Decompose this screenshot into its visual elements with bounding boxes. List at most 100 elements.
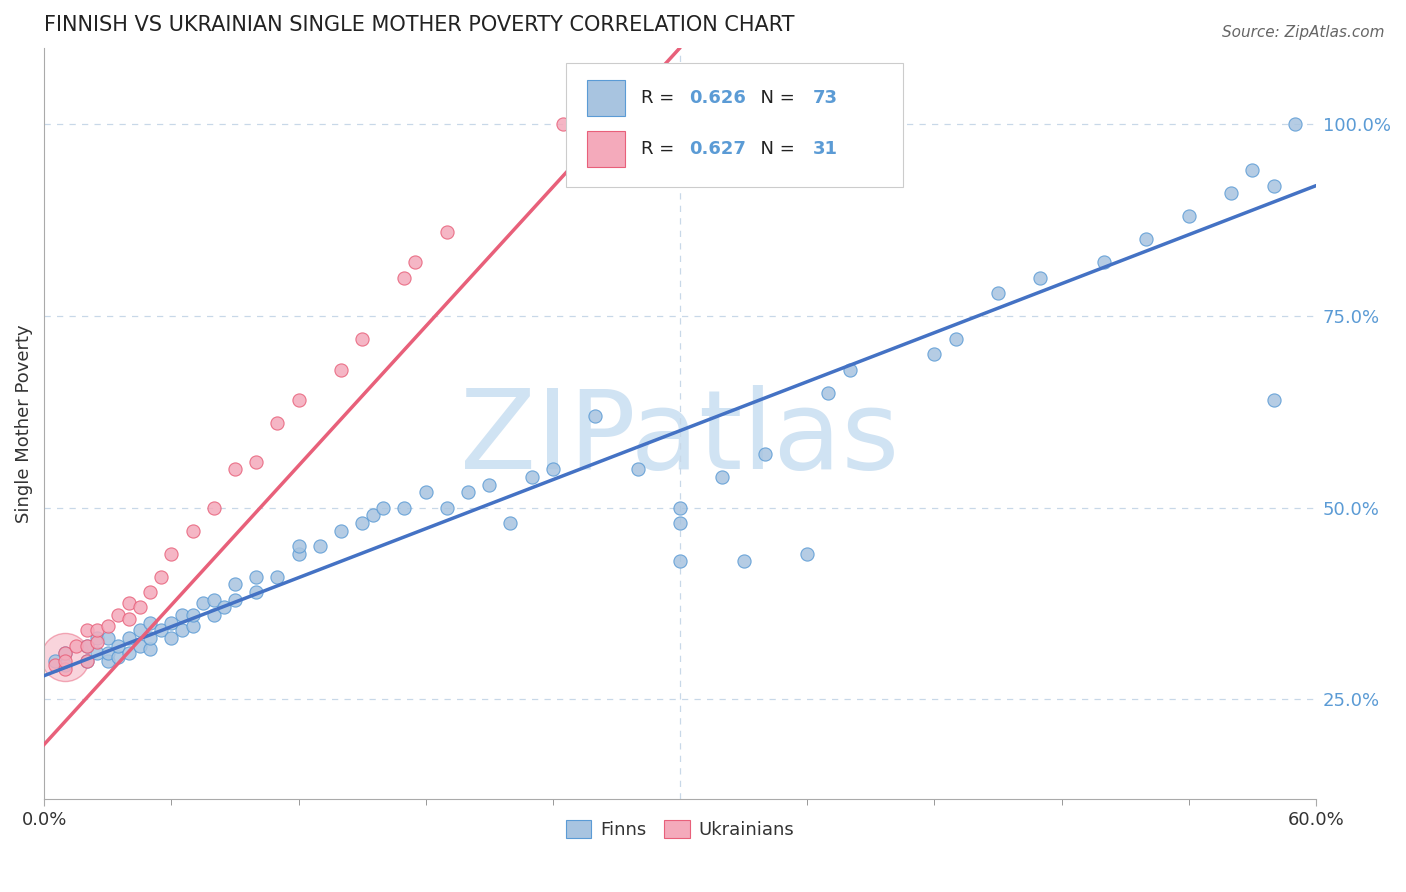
Point <box>404 255 426 269</box>
Point <box>266 569 288 583</box>
Point <box>202 500 225 515</box>
Point <box>1284 117 1306 131</box>
Point <box>711 470 734 484</box>
Point <box>224 462 246 476</box>
Point <box>76 624 98 638</box>
Legend: Finns, Ukrainians: Finns, Ukrainians <box>558 813 801 847</box>
Point <box>128 624 150 638</box>
Point <box>361 508 384 523</box>
Point <box>329 524 352 538</box>
FancyBboxPatch shape <box>588 80 626 116</box>
Y-axis label: Single Mother Poverty: Single Mother Poverty <box>15 324 32 523</box>
Point <box>53 646 76 660</box>
Point <box>65 639 87 653</box>
Point <box>107 639 129 653</box>
Point <box>128 639 150 653</box>
Point <box>669 516 692 530</box>
Point <box>394 270 416 285</box>
FancyBboxPatch shape <box>588 131 626 167</box>
Point <box>118 646 141 660</box>
Point <box>733 554 755 568</box>
Point <box>627 462 650 476</box>
Point <box>352 516 374 530</box>
Point <box>86 634 108 648</box>
Point <box>1029 270 1052 285</box>
Point <box>245 454 267 468</box>
Point <box>53 646 76 660</box>
Point <box>669 554 692 568</box>
Point <box>669 500 692 515</box>
Point <box>181 607 204 622</box>
Point <box>499 516 522 530</box>
Point <box>53 650 76 665</box>
Point <box>245 569 267 583</box>
Point <box>817 385 839 400</box>
Point <box>754 447 776 461</box>
Point <box>181 524 204 538</box>
Point <box>170 607 193 622</box>
Point <box>181 619 204 633</box>
Point <box>1220 186 1243 201</box>
Point <box>53 654 76 668</box>
Point <box>478 477 501 491</box>
Point <box>1135 232 1157 246</box>
Point <box>1178 209 1201 223</box>
Text: N =: N = <box>749 140 800 158</box>
Point <box>139 615 162 630</box>
Point <box>170 624 193 638</box>
Point <box>352 332 374 346</box>
Point <box>1092 255 1115 269</box>
Point <box>149 624 172 638</box>
Point <box>107 607 129 622</box>
Point <box>160 547 183 561</box>
Point <box>149 569 172 583</box>
Point <box>796 547 818 561</box>
Point <box>107 650 129 665</box>
Point <box>53 661 76 675</box>
Point <box>76 639 98 653</box>
Text: FINNISH VS UKRAINIAN SINGLE MOTHER POVERTY CORRELATION CHART: FINNISH VS UKRAINIAN SINGLE MOTHER POVER… <box>44 15 794 35</box>
Point <box>394 500 416 515</box>
Point <box>457 485 479 500</box>
Point <box>945 332 967 346</box>
Point <box>86 631 108 645</box>
Point <box>224 592 246 607</box>
Point <box>44 657 66 672</box>
Point <box>118 596 141 610</box>
Point <box>191 596 214 610</box>
Point <box>308 539 330 553</box>
Point <box>553 117 575 131</box>
Point <box>128 600 150 615</box>
Text: N =: N = <box>749 89 800 107</box>
Point <box>76 654 98 668</box>
Text: R =: R = <box>641 89 679 107</box>
Point <box>97 654 120 668</box>
Point <box>436 500 458 515</box>
Point <box>160 615 183 630</box>
Point <box>76 639 98 653</box>
Point <box>160 631 183 645</box>
Text: 0.627: 0.627 <box>689 140 745 158</box>
Point <box>118 612 141 626</box>
Point <box>97 631 120 645</box>
Text: Source: ZipAtlas.com: Source: ZipAtlas.com <box>1222 25 1385 40</box>
Point <box>1263 393 1285 408</box>
Point <box>583 409 606 423</box>
Point <box>97 646 120 660</box>
Point <box>436 225 458 239</box>
Point <box>224 577 246 591</box>
Point <box>44 654 66 668</box>
Point <box>139 631 162 645</box>
Point <box>76 654 98 668</box>
FancyBboxPatch shape <box>565 62 903 186</box>
Point <box>924 347 946 361</box>
Point <box>86 646 108 660</box>
Point <box>139 642 162 657</box>
Text: 73: 73 <box>813 89 838 107</box>
Point <box>202 607 225 622</box>
Point <box>987 285 1010 300</box>
Text: 0.626: 0.626 <box>689 89 745 107</box>
Point <box>97 619 120 633</box>
Point <box>86 624 108 638</box>
Point <box>202 592 225 607</box>
